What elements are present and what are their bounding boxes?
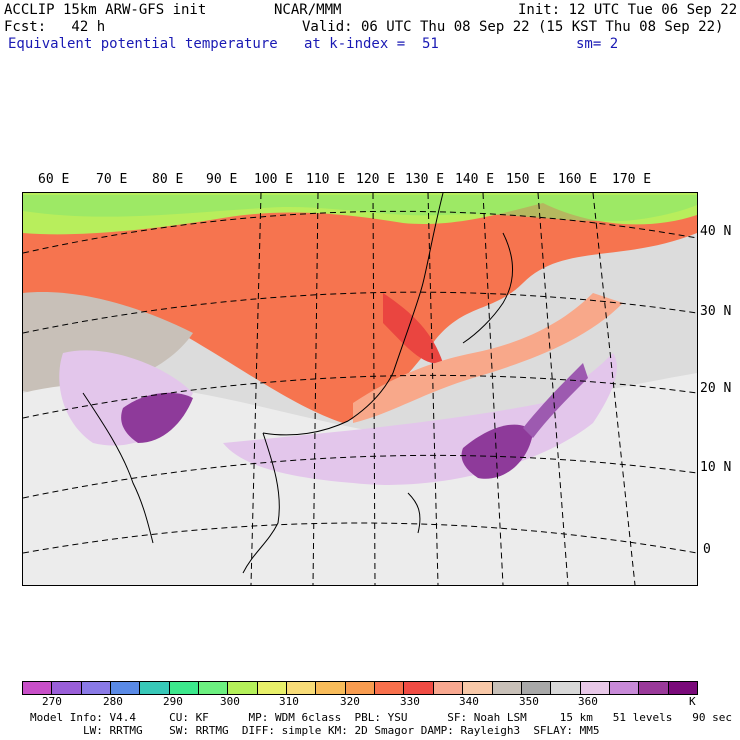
colorbar-swatch <box>140 682 170 694</box>
orange-coast-band <box>353 293 623 423</box>
grid-lines <box>23 193 697 585</box>
colorbar <box>22 681 698 695</box>
longitude-label: 70 E <box>96 172 128 187</box>
typhoon-purple-core <box>461 424 533 479</box>
colorbar-swatch <box>199 682 229 694</box>
longitude-label: 140 E <box>455 172 495 187</box>
colorbar-tick-label: 350 <box>519 695 539 708</box>
colorbar-swatch <box>404 682 434 694</box>
valid-time: Valid: 06 UTC Thu 08 Sep 22 (15 KST Thu … <box>302 19 724 35</box>
colorbar-swatch <box>316 682 346 694</box>
colorbar-swatch <box>580 682 610 694</box>
colorbar-swatch <box>492 682 522 694</box>
init-time: Init: 12 UTC Tue 06 Sep 22 <box>518 2 738 18</box>
colorbar-swatch <box>375 682 405 694</box>
longitude-label: 150 E <box>506 172 546 187</box>
colorbar-tick-label: 340 <box>459 695 479 708</box>
colorbar-tick-label: 310 <box>279 695 299 708</box>
model-info-line1: Model Info: V4.4 CU: KF MP: WDM 6class P… <box>30 711 732 724</box>
colorbar-swatch <box>551 682 581 694</box>
colorbar-swatch <box>345 682 376 694</box>
longitude-label: 110 E <box>306 172 346 187</box>
latitude-label: 30 N <box>700 304 732 319</box>
colorbar-swatch <box>521 682 552 694</box>
coastlines <box>82 193 513 574</box>
colorbar-tick-label: 360 <box>578 695 598 708</box>
colorbar-tick-label: 280 <box>103 695 123 708</box>
colorbar-swatch <box>639 682 669 694</box>
colorbar-swatch <box>52 682 82 694</box>
colorbar-tick-label: 290 <box>163 695 183 708</box>
longitude-label: 90 E <box>206 172 238 187</box>
midlat-warm-band <box>23 193 697 423</box>
typhoon-purple-band <box>523 363 588 438</box>
colorbar-tick-label: K <box>689 695 696 708</box>
colorbar-swatch <box>463 682 493 694</box>
longitude-label: 60 E <box>38 172 70 187</box>
colorbar-swatch <box>81 682 112 694</box>
colorbar-tick-label: 320 <box>340 695 360 708</box>
smoothing-label: sm= 2 <box>576 36 619 52</box>
theta-e-map <box>22 192 698 586</box>
latitude-label: 40 N <box>700 224 732 239</box>
colorbar-swatch <box>668 682 697 694</box>
colorbar-swatch <box>228 682 258 694</box>
colorbar-swatch <box>169 682 200 694</box>
colorbar-swatch <box>23 682 53 694</box>
field-name: Equivalent potential temperature <box>8 36 278 52</box>
dark-red-streak <box>383 293 443 364</box>
colorbar-swatch <box>433 682 464 694</box>
institution-label: NCAR/MMM <box>274 2 342 18</box>
longitude-label: 80 E <box>152 172 184 187</box>
longitude-label: 160 E <box>558 172 598 187</box>
model-info-line2: LW: RRTMG SW: RRTMG DIFF: simple KM: 2D … <box>30 724 600 737</box>
latitude-label: 20 N <box>700 381 732 396</box>
forecast-hour: Fcst: 42 h <box>4 19 106 35</box>
colorbar-swatch <box>287 682 317 694</box>
longitude-label: 130 E <box>405 172 445 187</box>
india-purple-cluster <box>121 392 193 443</box>
colorbar-tick-label: 270 <box>42 695 62 708</box>
longitude-label: 120 E <box>356 172 396 187</box>
colorbar-swatch <box>609 682 640 694</box>
colorbar-swatch <box>257 682 288 694</box>
colorbar-tick-label: 300 <box>220 695 240 708</box>
longitude-label: 170 E <box>612 172 652 187</box>
level-label: at k-index = 51 <box>304 36 439 52</box>
latitude-label: 10 N <box>700 460 732 475</box>
colorbar-tick-label: 330 <box>400 695 420 708</box>
latitude-label: 0 <box>703 542 711 557</box>
longitude-label: 100 E <box>254 172 294 187</box>
north-yellow-band <box>23 195 697 222</box>
model-title: ACCLIP 15km ARW-GFS init <box>4 2 207 18</box>
colorbar-swatch <box>111 682 141 694</box>
